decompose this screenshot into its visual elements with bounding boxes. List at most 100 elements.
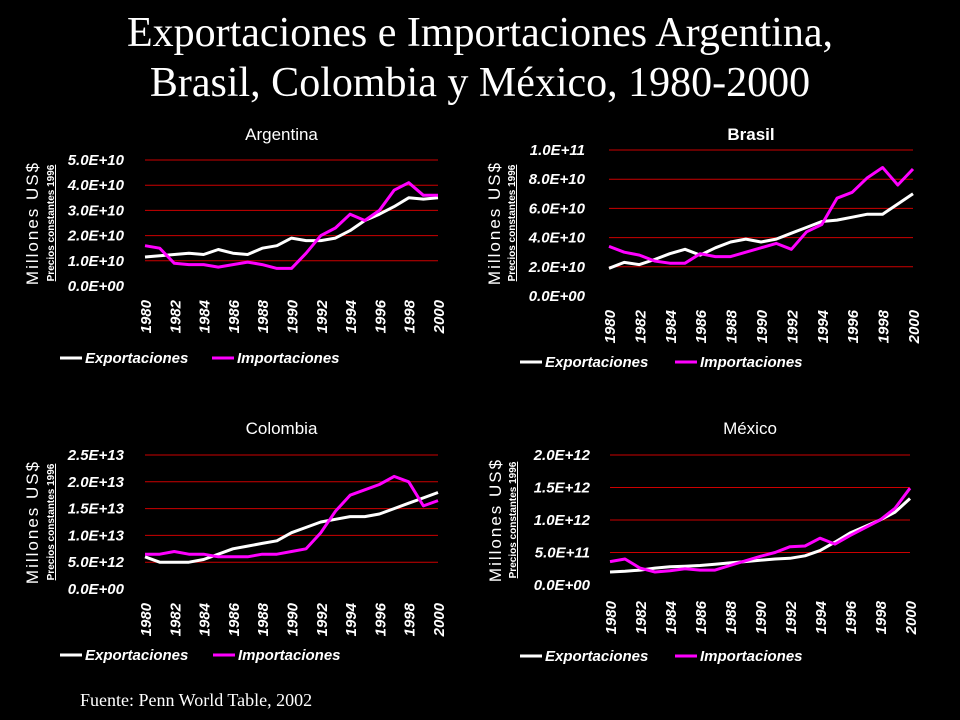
brasil-ytick-label: 1.0E+11 [530, 142, 585, 159]
slide-title: Exportaciones e Importaciones Argentina,… [0, 8, 960, 108]
mexico-ytick-label: 1.5E+12 [534, 480, 591, 497]
brasil-xtick-label: 1984 [663, 309, 680, 343]
brasil-xtick-label: 1982 [632, 309, 649, 343]
brasil-xtick-label: 1990 [754, 309, 771, 343]
argentina-xtick-label: 1984 [197, 299, 214, 333]
argentina-chart-title: Argentina [245, 125, 318, 144]
argentina-xtick-label: 1998 [402, 299, 419, 333]
brasil-ytick-label: 6.0E+10 [529, 200, 586, 217]
colombia-xtick-label: 1980 [138, 602, 155, 636]
mexico-series-exportaciones [609, 497, 912, 574]
argentina-ytick-label: 5.0E+10 [68, 152, 125, 169]
colombia-ylabel-sub: Precios constantes 1996 [46, 463, 57, 580]
colombia-xtick-label: 1982 [167, 602, 184, 636]
mexico-ytick-label: 2.0E+12 [533, 447, 591, 464]
brasil-ytick-label: 2.0E+10 [528, 259, 586, 276]
mexico-xtick-label: 2000 [903, 600, 920, 635]
brasil-xtick-label: 1996 [845, 309, 862, 343]
argentina-series-importaciones [144, 181, 438, 270]
argentina-xtick-label: 1980 [138, 299, 155, 333]
mexico-xtick-label: 1980 [603, 600, 620, 634]
colombia-xtick-label: 1992 [314, 602, 331, 636]
brasil-series-importaciones [608, 166, 915, 265]
argentina-xtick-label: 1986 [226, 299, 243, 333]
mexico-ytick-label: 0.0E+00 [534, 577, 591, 594]
mexico-legend-label-importaciones: Importaciones [700, 648, 803, 665]
brasil-chart-title: Brasil [727, 125, 774, 144]
colombia-legend-label-importaciones: Importaciones [238, 647, 341, 664]
colombia-ytick-label: 2.0E+13 [67, 474, 125, 491]
argentina-ytick-label: 1.0E+10 [68, 253, 125, 270]
mexico-xtick-label: 1992 [783, 600, 800, 634]
colombia-ylabel: Millones US$ [23, 460, 42, 584]
argentina-ytick-label: 0.0E+00 [68, 278, 125, 295]
colombia-xtick-label: 1990 [285, 602, 302, 636]
brasil-ylabel: Millones US$ [485, 161, 504, 285]
mexico-xtick-label: 1984 [663, 600, 680, 634]
colombia-chart-title: Colombia [246, 419, 318, 438]
chart-colombia: Colombia 0.0E+00 5.0E+12 1.0E+13 1.5E+13 2.0E… [23, 419, 448, 664]
brasil-ytick-label: 0.0E+00 [529, 288, 586, 305]
argentina-ytick-label: 2.0E+10 [67, 228, 125, 245]
colombia-xtick-label: 1996 [372, 602, 389, 636]
mexico-xtick-label: 1986 [693, 600, 710, 634]
colombia-xtick-label: 1988 [255, 602, 272, 636]
slide-title-line2: Brasil, Colombia y México, 1980-2000 [149, 60, 811, 106]
argentina-xtick-label: 1990 [285, 299, 302, 333]
brasil-ytick-label: 8.0E+10 [529, 171, 586, 188]
brasil-xtick-label: 1994 [815, 309, 832, 343]
argentina-xtick-label: 1996 [372, 299, 389, 333]
colombia-ytick-label: 1.5E+13 [68, 501, 125, 518]
mexico-xtick-label: 1982 [633, 600, 650, 634]
brasil-xtick-label: 1988 [724, 309, 741, 343]
mexico-xtick-label: 1988 [723, 600, 740, 634]
colombia-xtick-label: 2000 [431, 602, 448, 637]
brasil-ytick-label: 4.0E+10 [528, 230, 586, 247]
argentina-ytick-label: 4.0E+10 [67, 177, 125, 194]
colombia-legend-label-exportaciones: Exportaciones [85, 647, 188, 664]
brasil-xtick-label: 1992 [784, 309, 801, 343]
source-note: Fuente: Penn World Table, 2002 [80, 690, 313, 710]
brasil-legend-label-exportaciones: Exportaciones [545, 354, 648, 371]
colombia-xtick-label: 1986 [226, 602, 243, 636]
argentina-xtick-label: 1994 [343, 299, 360, 333]
chart-brasil: Brasil 0.0E+00 2.0E+10 4.0E+10 6.0E+10 8.0E+1… [485, 125, 923, 371]
colombia-series-exportaciones [144, 491, 439, 564]
colombia-ytick-label: 5.0E+12 [68, 554, 125, 571]
argentina-series-exportaciones [144, 196, 439, 259]
colombia-ytick-label: 2.5E+13 [67, 447, 125, 464]
brasil-series-exportaciones [608, 192, 914, 270]
argentina-legend-label-importaciones: Importaciones [237, 350, 340, 367]
argentina-xtick-label: 2000 [431, 299, 448, 334]
slide-title-line1: Exportaciones e Importaciones Argentina, [126, 10, 833, 56]
brasil-xtick-label: 2000 [906, 309, 923, 344]
colombia-xtick-label: 1984 [197, 602, 214, 636]
colombia-series-importaciones [145, 474, 439, 559]
mexico-ytick-label: 1.0E+12 [534, 512, 591, 529]
brasil-legend-label-importaciones: Importaciones [700, 354, 803, 371]
colombia-xtick-label: 1994 [343, 602, 360, 636]
brasil-xtick-label: 1998 [876, 309, 893, 343]
brasil-ylabel-sub: Precios constantes 1996 [507, 164, 518, 281]
mexico-ylabel-sub: Precios constantes 1996 [508, 461, 519, 578]
argentina-legend-label-exportaciones: Exportaciones [85, 350, 188, 367]
mexico-series-importaciones [609, 487, 912, 574]
argentina-xtick-label: 1982 [167, 299, 184, 333]
mexico-xtick-label: 1998 [873, 600, 890, 634]
argentina-ytick-label: 3.0E+10 [68, 202, 125, 219]
colombia-ytick-label: 1.0E+13 [68, 527, 125, 544]
mexico-xtick-label: 1996 [843, 600, 860, 634]
brasil-xtick-label: 1986 [693, 309, 710, 343]
chart-mexico: México 0.0E+00 5.0E+11 1.0E+12 1.5E+12 2.0E+1… [486, 419, 920, 665]
mexico-legend-label-exportaciones: Exportaciones [545, 648, 648, 665]
argentina-ylabel-sub: Precios constantes 1996 [46, 164, 57, 281]
argentina-xtick-label: 1992 [314, 299, 331, 333]
colombia-ytick-label: 0.0E+00 [68, 581, 125, 598]
mexico-xtick-label: 1994 [813, 600, 830, 634]
brasil-xtick-label: 1980 [602, 309, 619, 343]
mexico-chart-title: México [723, 419, 777, 438]
chart-argentina: Argentina 0.0E+00 1.0E+10 2.0E+10 3.0E+10 4.0… [23, 125, 448, 367]
colombia-xtick-label: 1998 [402, 602, 419, 636]
mexico-ylabel: Millones US$ [486, 458, 505, 582]
argentina-ylabel: Millones US$ [23, 161, 42, 285]
